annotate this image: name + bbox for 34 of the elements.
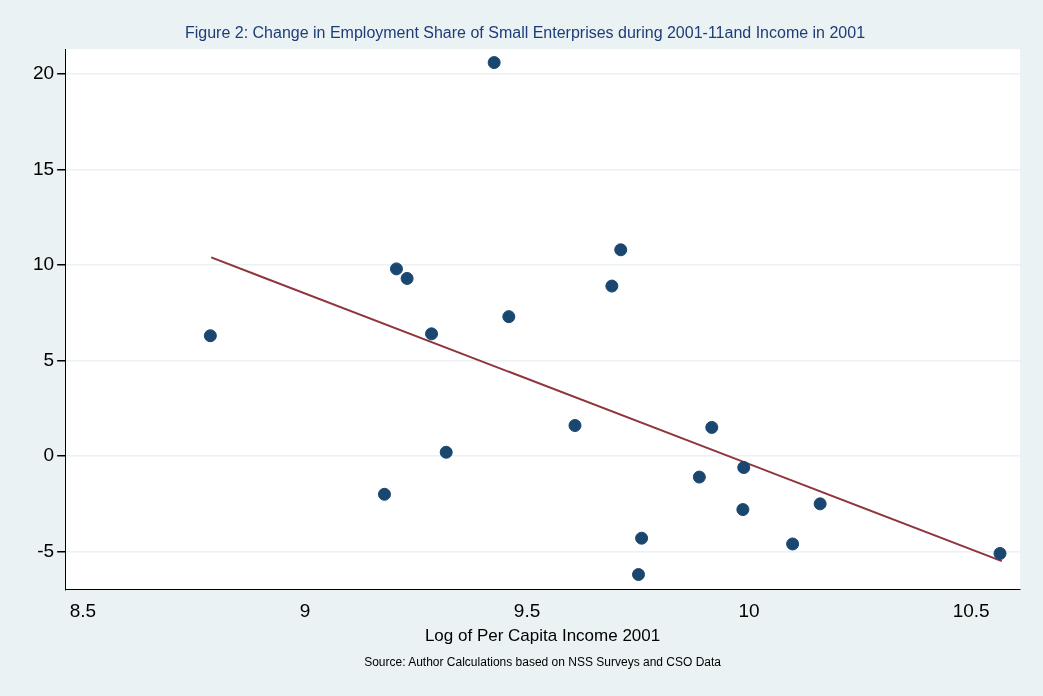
point xyxy=(377,487,391,501)
point xyxy=(203,329,217,343)
point xyxy=(632,568,645,582)
y-tick-label: 0 xyxy=(43,444,55,466)
x-tick-label: 10 xyxy=(738,600,760,622)
point xyxy=(425,327,439,341)
point xyxy=(786,537,800,551)
x-tick-label: 9.5 xyxy=(513,600,541,622)
chart-title: Figure 2: Change in Employment Share of Small Enterprises during 2001-11and Income in 2001 xyxy=(184,24,866,42)
y-tick-label: 20 xyxy=(32,62,55,84)
y-tick-label: 5 xyxy=(43,348,55,370)
point xyxy=(605,279,619,293)
x-tick-label: 10.5 xyxy=(952,600,990,622)
point xyxy=(635,531,649,545)
point xyxy=(736,503,750,517)
point xyxy=(813,497,827,511)
x-tick-label: 9 xyxy=(299,600,311,622)
point xyxy=(400,271,414,285)
x-tick-label: 8.5 xyxy=(69,600,97,622)
y-tick-label: 10 xyxy=(32,253,55,275)
point xyxy=(389,262,403,276)
point xyxy=(614,243,628,257)
x-axis-title: Log of Per Capita Income 2001 xyxy=(424,626,661,646)
point xyxy=(502,310,516,324)
point xyxy=(568,419,582,433)
y-tick-label: 15 xyxy=(32,157,55,179)
point xyxy=(439,445,453,459)
point xyxy=(692,470,706,484)
point xyxy=(993,547,1007,561)
point xyxy=(705,420,719,434)
point xyxy=(737,461,751,475)
y-tick-label: -5 xyxy=(37,539,55,561)
point xyxy=(487,56,501,70)
source-note: Source: Author Calculations based on NSS Surveys and CSO Data xyxy=(364,655,722,669)
